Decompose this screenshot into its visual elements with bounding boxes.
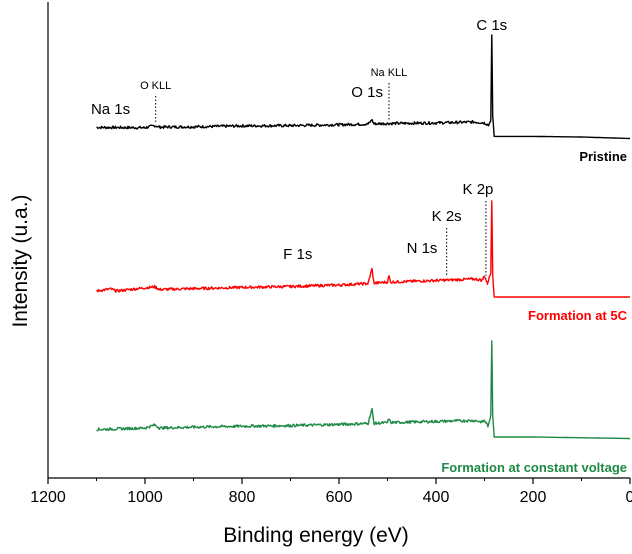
- peak-label-0: Na 1s: [91, 101, 130, 118]
- peak-label-1: O KLL: [140, 80, 171, 92]
- peak-label-8: K 2p: [463, 181, 494, 198]
- series-line-2: [96, 340, 631, 440]
- peak-label-6: N 1s: [407, 240, 438, 257]
- series-line-0: [96, 34, 631, 140]
- x-tick-label: 800: [229, 489, 256, 506]
- series-label-2: Formation at constant voltage: [441, 460, 627, 475]
- peak-label-4: C 1s: [476, 17, 507, 34]
- x-axis-label: Binding energy (eV): [223, 524, 409, 547]
- y-axis-label: Intensity (u.a.): [9, 194, 32, 328]
- x-tick-label: 1000: [127, 489, 163, 506]
- series-label-0: Pristine: [579, 149, 627, 164]
- peak-label-7: K 2s: [432, 208, 462, 225]
- x-tick-label: 0: [626, 489, 632, 506]
- x-tick-label: 200: [520, 489, 547, 506]
- peak-label-5: F 1s: [283, 246, 312, 263]
- x-tick-label: 600: [326, 489, 353, 506]
- series-line-1: [96, 200, 631, 298]
- peak-label-2: O 1s: [351, 84, 383, 101]
- x-tick-label: 400: [423, 489, 450, 506]
- peak-label-3: Na KLL: [371, 67, 408, 79]
- series-label-1: Formation at 5C: [528, 308, 628, 323]
- x-tick-label: 1200: [30, 489, 66, 506]
